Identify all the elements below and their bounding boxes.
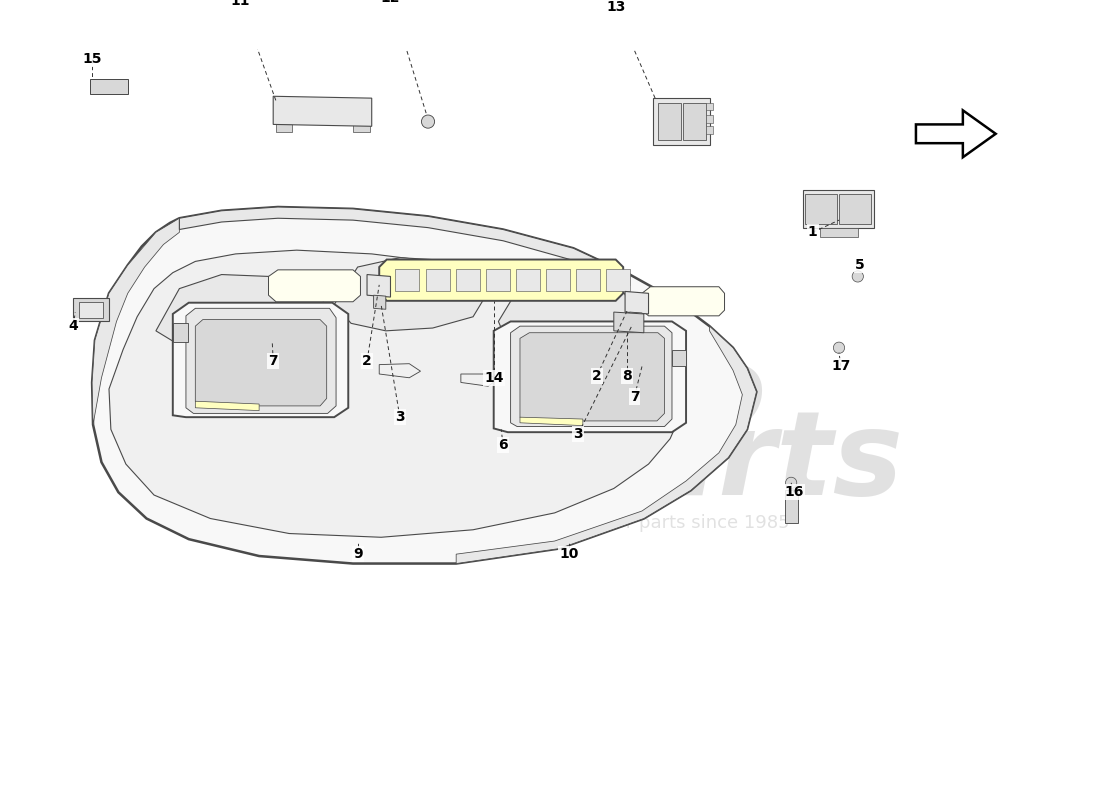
Polygon shape: [276, 125, 292, 132]
Polygon shape: [90, 79, 128, 94]
Polygon shape: [79, 302, 103, 318]
Text: 8: 8: [623, 369, 631, 383]
Text: 16: 16: [784, 486, 804, 499]
Polygon shape: [486, 269, 509, 291]
Polygon shape: [803, 190, 873, 228]
Text: a passion for parts since 1985: a passion for parts since 1985: [517, 514, 790, 532]
Polygon shape: [379, 364, 420, 378]
Polygon shape: [606, 269, 630, 291]
Polygon shape: [367, 274, 390, 297]
Polygon shape: [683, 103, 706, 140]
Polygon shape: [109, 250, 683, 538]
Polygon shape: [821, 228, 858, 237]
Text: 14: 14: [484, 370, 504, 385]
Polygon shape: [461, 374, 497, 386]
Text: 7: 7: [268, 354, 278, 368]
Polygon shape: [510, 326, 672, 426]
Polygon shape: [426, 269, 450, 291]
Text: 2: 2: [592, 369, 602, 383]
Polygon shape: [173, 302, 349, 417]
Text: 3: 3: [573, 427, 583, 441]
Polygon shape: [395, 269, 419, 291]
Polygon shape: [498, 277, 632, 350]
Polygon shape: [379, 259, 624, 301]
Text: 2: 2: [362, 354, 372, 368]
Polygon shape: [706, 115, 713, 122]
Polygon shape: [576, 269, 600, 291]
Polygon shape: [625, 291, 649, 314]
Circle shape: [785, 478, 796, 489]
Circle shape: [834, 342, 845, 354]
Polygon shape: [642, 286, 725, 316]
Polygon shape: [672, 350, 686, 366]
Polygon shape: [92, 207, 757, 563]
Polygon shape: [295, 357, 339, 371]
Polygon shape: [658, 103, 681, 140]
Text: 1: 1: [807, 226, 817, 239]
Polygon shape: [173, 323, 188, 342]
Polygon shape: [74, 298, 109, 322]
Polygon shape: [186, 308, 337, 414]
Polygon shape: [706, 103, 713, 110]
Text: 6: 6: [498, 438, 508, 452]
Text: 7: 7: [629, 390, 639, 403]
Polygon shape: [156, 274, 324, 351]
Text: 17: 17: [832, 359, 850, 374]
Text: 3: 3: [395, 410, 405, 424]
Polygon shape: [547, 269, 570, 291]
Polygon shape: [520, 333, 664, 421]
Polygon shape: [374, 295, 386, 310]
Polygon shape: [653, 98, 710, 145]
Polygon shape: [520, 417, 583, 426]
Polygon shape: [630, 312, 642, 326]
Circle shape: [421, 115, 434, 128]
Text: 12: 12: [381, 0, 400, 5]
Polygon shape: [706, 126, 713, 134]
Polygon shape: [516, 269, 540, 291]
Polygon shape: [179, 207, 630, 286]
Polygon shape: [494, 322, 686, 432]
Text: 5: 5: [855, 258, 865, 272]
Text: euro: euro: [464, 339, 768, 454]
Polygon shape: [805, 194, 837, 224]
Polygon shape: [334, 258, 492, 331]
Polygon shape: [353, 125, 370, 132]
Polygon shape: [456, 269, 480, 291]
Text: 4: 4: [68, 319, 78, 333]
Polygon shape: [189, 342, 235, 357]
Polygon shape: [273, 96, 372, 126]
Circle shape: [852, 270, 864, 282]
Polygon shape: [268, 270, 361, 302]
Polygon shape: [614, 312, 644, 333]
Polygon shape: [784, 490, 798, 523]
Text: 10: 10: [559, 547, 579, 561]
Polygon shape: [456, 326, 757, 563]
Text: 9: 9: [353, 547, 363, 561]
Polygon shape: [196, 319, 327, 406]
Polygon shape: [92, 218, 179, 425]
Polygon shape: [196, 402, 260, 410]
Polygon shape: [839, 194, 871, 224]
Text: 15: 15: [82, 52, 102, 66]
Text: parts: parts: [553, 405, 903, 520]
Text: 13: 13: [606, 0, 626, 14]
Text: 11: 11: [231, 0, 250, 7]
